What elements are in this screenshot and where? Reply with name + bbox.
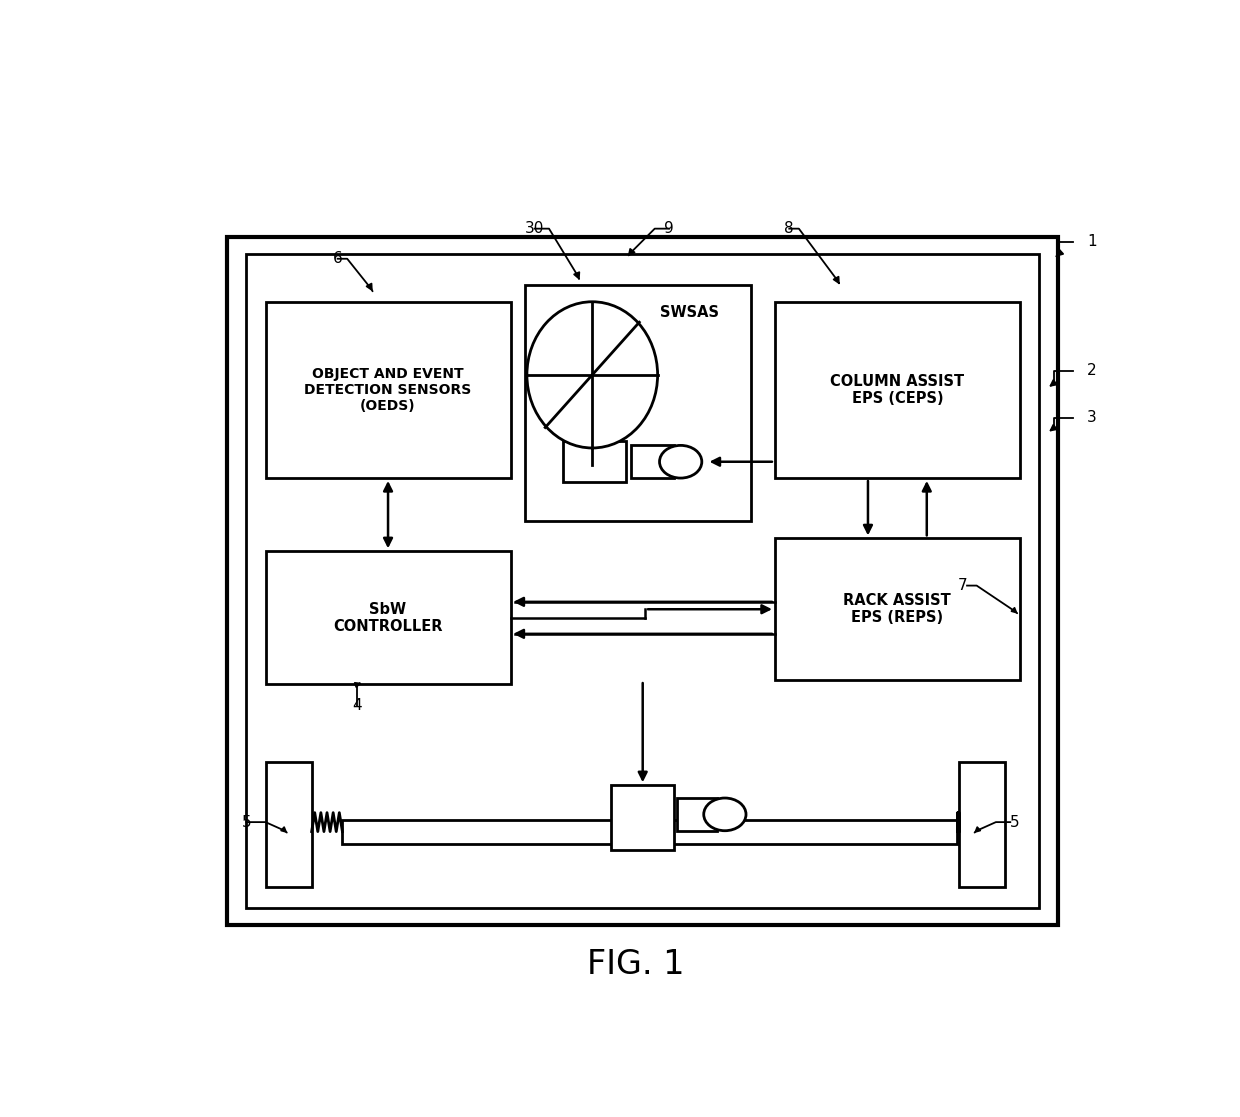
- FancyBboxPatch shape: [677, 798, 717, 831]
- Text: 7: 7: [957, 579, 967, 593]
- FancyBboxPatch shape: [265, 302, 511, 478]
- Text: 8: 8: [785, 221, 794, 236]
- FancyBboxPatch shape: [775, 538, 1019, 680]
- Text: COLUMN ASSIST
EPS (CEPS): COLUMN ASSIST EPS (CEPS): [831, 374, 965, 407]
- Text: SWSAS: SWSAS: [661, 305, 719, 321]
- FancyBboxPatch shape: [775, 302, 1019, 478]
- FancyBboxPatch shape: [525, 285, 751, 521]
- FancyBboxPatch shape: [611, 785, 675, 850]
- Text: 9: 9: [665, 221, 675, 236]
- FancyBboxPatch shape: [265, 551, 511, 685]
- Text: RACK ASSIST
EPS (REPS): RACK ASSIST EPS (REPS): [843, 593, 951, 626]
- Text: 30: 30: [525, 221, 544, 236]
- Text: FIG. 1: FIG. 1: [587, 947, 684, 981]
- FancyBboxPatch shape: [342, 820, 957, 843]
- FancyBboxPatch shape: [563, 441, 626, 483]
- Text: 5: 5: [242, 814, 252, 830]
- Text: 3: 3: [1087, 410, 1097, 426]
- Text: SbW
CONTROLLER: SbW CONTROLLER: [334, 602, 443, 634]
- FancyBboxPatch shape: [247, 255, 1039, 908]
- Text: 4: 4: [352, 698, 362, 714]
- Text: 5: 5: [1011, 814, 1021, 830]
- Ellipse shape: [704, 798, 746, 831]
- Ellipse shape: [660, 446, 702, 478]
- Text: 6: 6: [332, 251, 342, 266]
- FancyBboxPatch shape: [265, 762, 311, 887]
- Text: 1: 1: [1087, 235, 1097, 249]
- FancyBboxPatch shape: [960, 762, 1006, 887]
- FancyBboxPatch shape: [227, 237, 1058, 925]
- Text: OBJECT AND EVENT
DETECTION SENSORS
(OEDS): OBJECT AND EVENT DETECTION SENSORS (OEDS…: [304, 366, 471, 413]
- FancyBboxPatch shape: [631, 446, 675, 478]
- Ellipse shape: [527, 302, 657, 448]
- Text: 2: 2: [1087, 363, 1097, 378]
